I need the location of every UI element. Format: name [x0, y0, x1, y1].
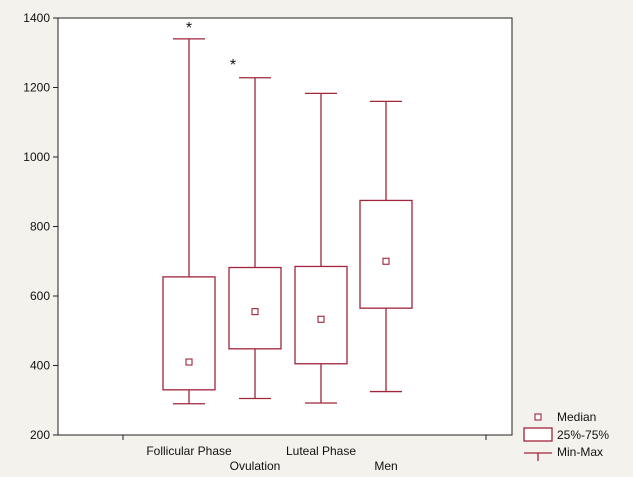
x-category-label: Luteal Phase: [286, 444, 356, 458]
legend-label-box: 25%-75%: [557, 428, 609, 442]
legend: Median 25%-75% Min-Max: [523, 410, 609, 461]
x-category-label: Follicular Phase: [146, 444, 232, 458]
legend-label-median: Median: [557, 410, 596, 424]
median-marker: [251, 308, 259, 316]
legend-box-swatch: [523, 427, 553, 442]
plot-area: [57, 17, 513, 436]
x-category-label: Ovulation: [230, 459, 281, 473]
y-tick-label: 600: [30, 289, 50, 303]
box-iqr: [162, 276, 216, 391]
y-tick-label: 1200: [23, 81, 50, 95]
outlier-marker: *: [230, 57, 236, 74]
median-marker: [317, 315, 325, 323]
median-marker: [185, 358, 193, 366]
y-tick-label: 1400: [23, 11, 50, 25]
x-category-label: Men: [374, 459, 397, 473]
box-0: *: [162, 20, 216, 405]
box-3: [359, 100, 413, 393]
legend-median-swatch: [534, 413, 542, 421]
y-axis: 200 400 600 800 1000 1200 1400: [23, 11, 487, 442]
y-tick-label: 400: [30, 359, 50, 373]
y-tick-label: 1000: [23, 150, 50, 164]
y-tick-label: 200: [30, 428, 50, 442]
box-iqr: [359, 199, 413, 309]
median-marker: [382, 257, 390, 265]
box-1: *: [228, 57, 282, 400]
outlier-marker: *: [186, 20, 192, 37]
box-iqr: [294, 265, 348, 365]
boxes-group: **: [162, 20, 413, 405]
legend-label-whisker: Min-Max: [557, 445, 603, 459]
y-tick-label: 800: [30, 220, 50, 234]
box-2: [294, 92, 348, 404]
